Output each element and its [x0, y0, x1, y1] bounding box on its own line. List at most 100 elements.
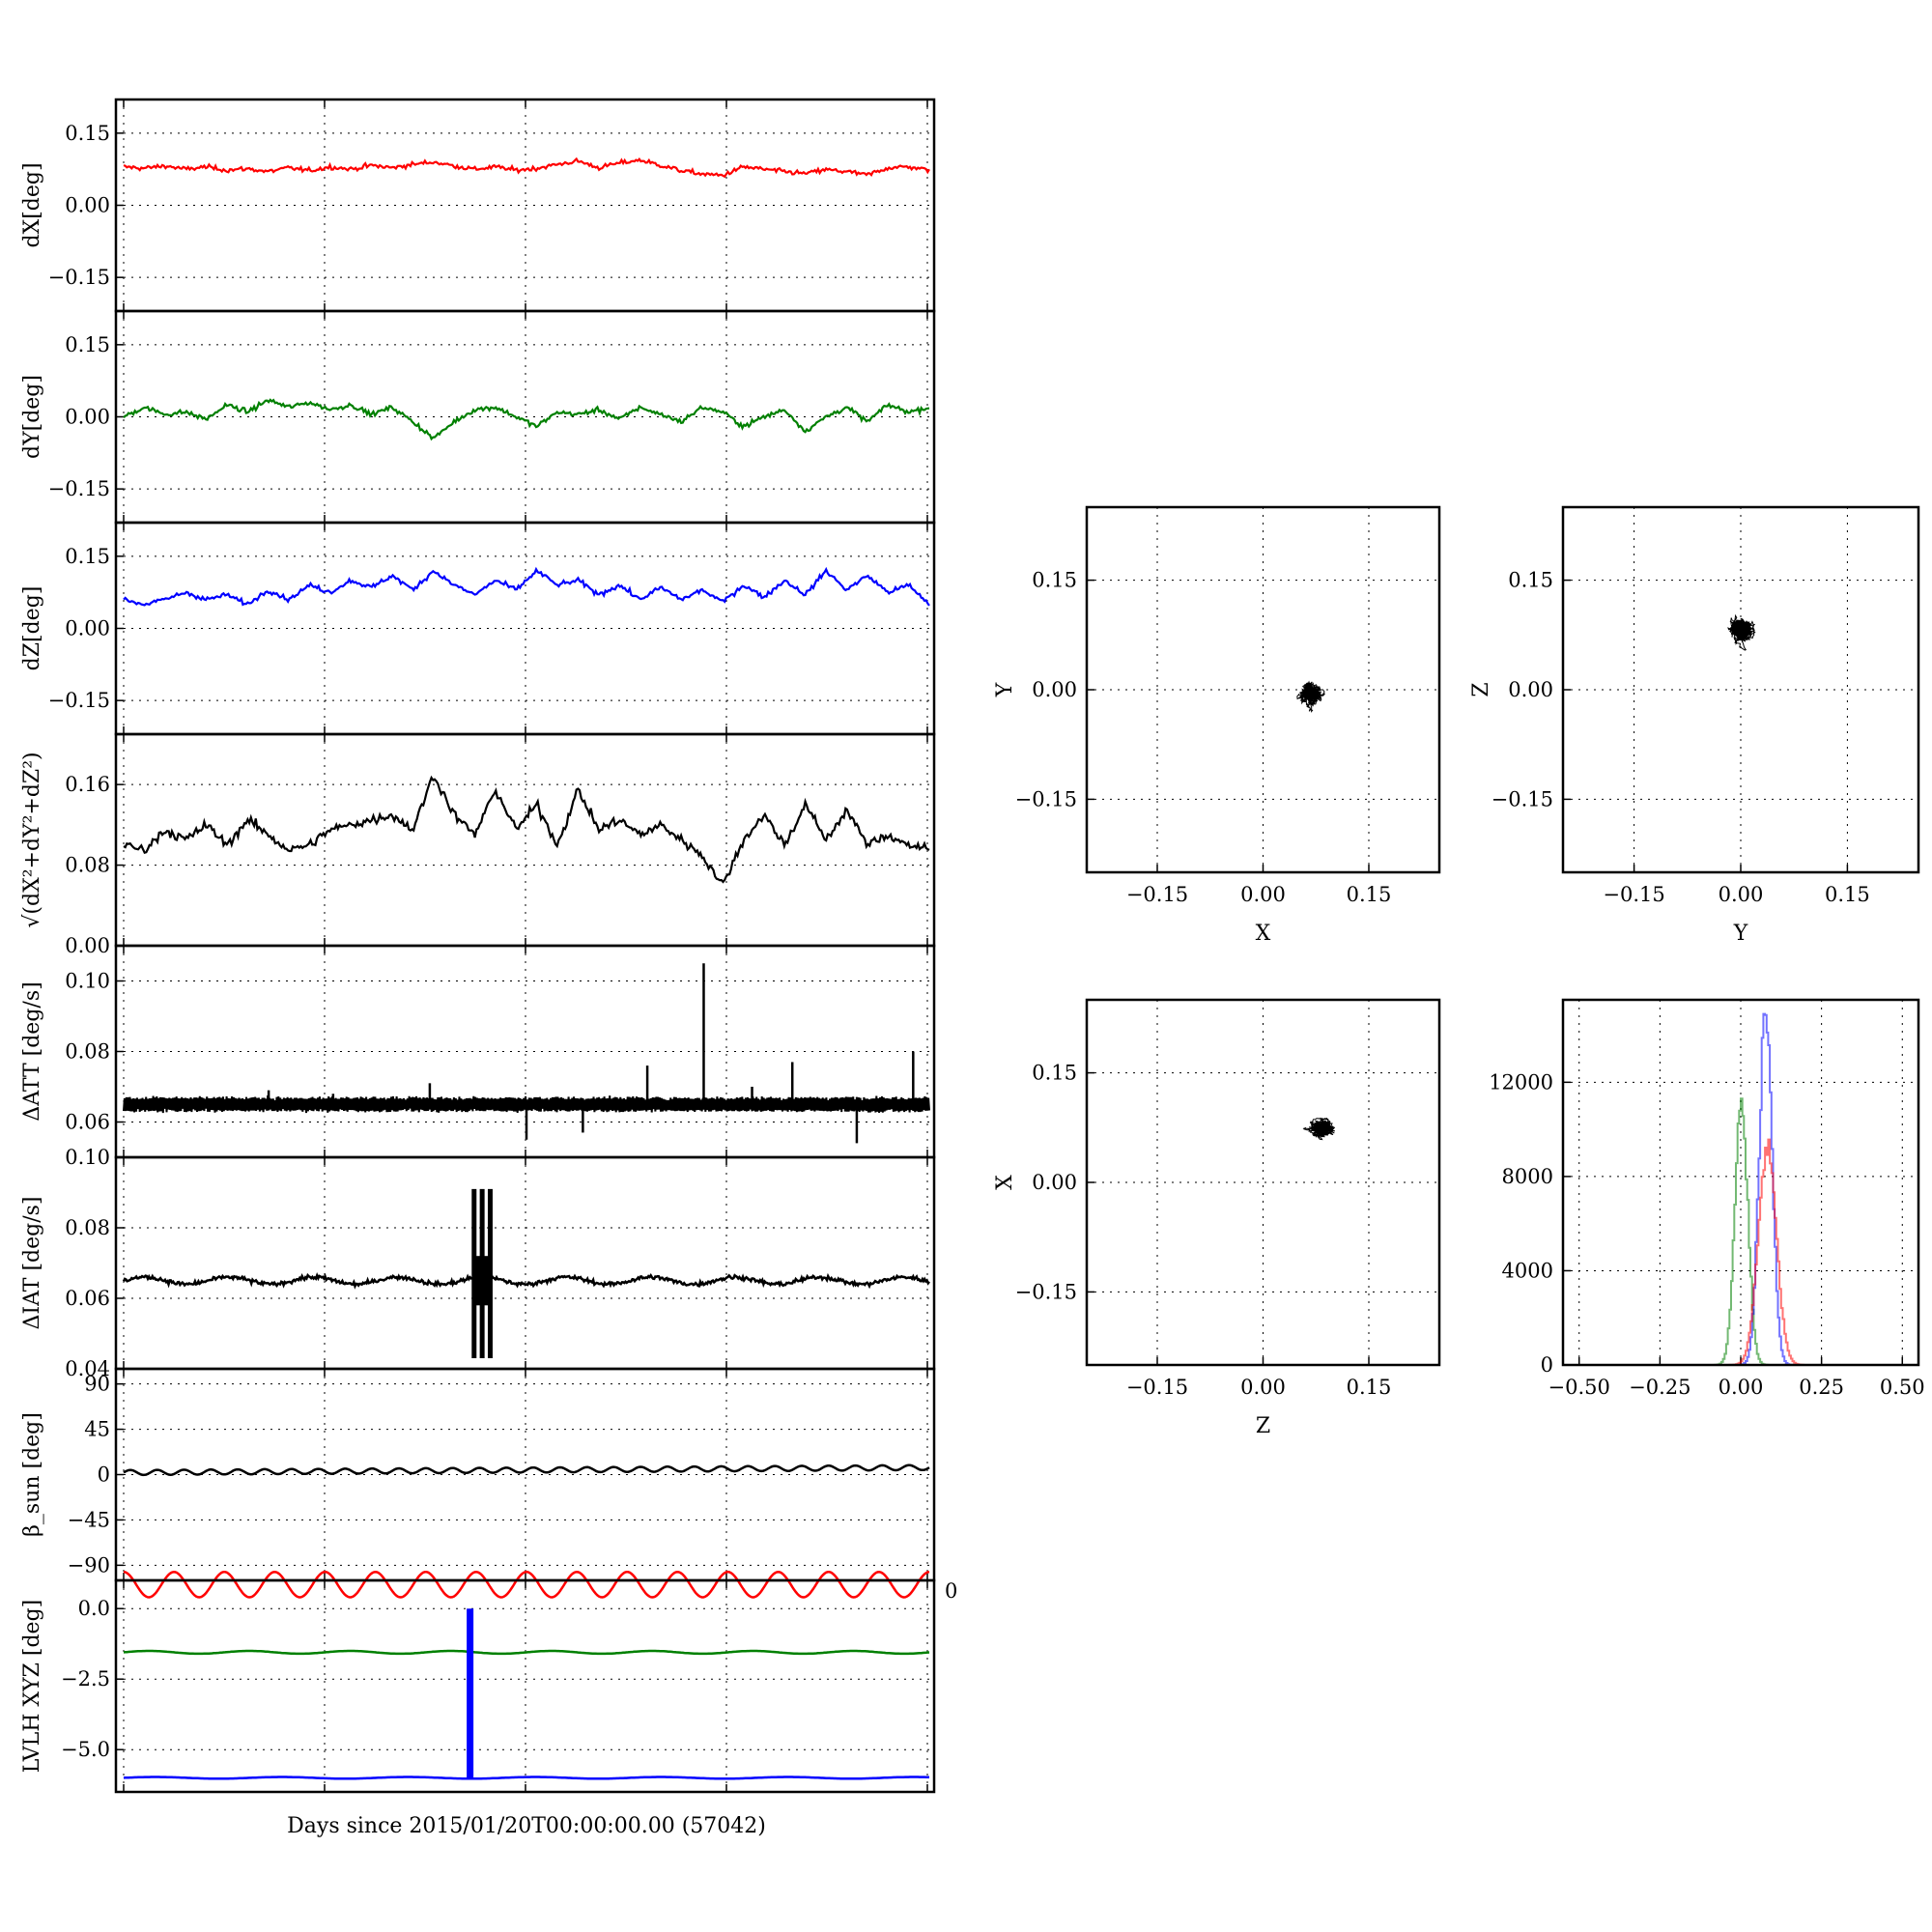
ytick-label: 0.15: [65, 333, 110, 356]
ytick-label: 0.16: [65, 773, 110, 796]
ytick-label: 90: [84, 1373, 110, 1396]
ylabel-dx: dX[deg]: [20, 162, 44, 247]
ylabel-zx: X: [993, 1175, 1017, 1190]
ytick-label: 0.15: [65, 122, 110, 145]
ytick-label: 0.0: [78, 1597, 110, 1620]
series-line-beta: [123, 1463, 930, 1477]
panel-frame: [1561, 505, 1920, 874]
histogram-series-1: [1563, 1012, 1918, 1366]
xtick-label: 0.00: [1719, 883, 1764, 906]
panel-diat: 0.04 0.06 0.08 0.10 ΔIAT [deg/s]: [20, 1146, 936, 1380]
series-line-diat: [122, 1272, 930, 1290]
series-line-dy: [123, 398, 930, 441]
xtick-label: 0.50: [1880, 1376, 1925, 1399]
ylabel-diat: ΔIAT [deg/s]: [20, 1197, 44, 1330]
stray-tick-label: 0: [945, 1579, 957, 1603]
panel-dy: −0.15 0.00 0.15 dY[deg]: [20, 309, 936, 525]
ytick-label: 0.06: [65, 1287, 110, 1310]
xtick-label: 0.00: [1240, 883, 1286, 906]
scatter-trace-zx: [1302, 1117, 1336, 1141]
xtick-label: −0.50: [1548, 1376, 1610, 1399]
ytick-label: 0.00: [65, 617, 110, 640]
ylabel-dz: dZ[deg]: [20, 586, 44, 671]
xtick-label: 0.25: [1799, 1376, 1844, 1399]
panel-datt: 0.06 0.08 0.10 ΔATT [deg/s]: [20, 944, 936, 1159]
ylabel-datt: ΔATT [deg/s]: [20, 981, 44, 1121]
ylabel-lvlh: LVLH XYZ [deg]: [20, 1600, 44, 1774]
xtick-label: 0.00: [1240, 1376, 1286, 1399]
ylabel-yz: Z: [1469, 682, 1493, 696]
panel-frame: [1085, 998, 1441, 1367]
xtick-label: 0.15: [1347, 883, 1392, 906]
xlabel-xy: X: [1256, 922, 1271, 946]
scatter-trace-yz: [1727, 613, 1756, 651]
ytick-label: −0.15: [1015, 787, 1077, 810]
panel-frame: [114, 1578, 936, 1794]
xtick-label: 0.15: [1347, 1376, 1392, 1399]
ytick-label: 0.10: [65, 1146, 110, 1169]
scatter-trace-xy: [1296, 680, 1325, 713]
ytick-label: −2.5: [61, 1667, 110, 1690]
series-line-dr: [123, 775, 930, 884]
ytick-label: 0.00: [65, 406, 110, 429]
ytick-label: 0.08: [65, 854, 110, 877]
xtick-label: −0.15: [1126, 883, 1188, 906]
panel-dr: 0.00 0.08 0.16 √(dX²+dY²+dZ²): [20, 732, 936, 957]
ytick-label: −0.15: [48, 477, 110, 500]
ytick-label: −45: [68, 1508, 110, 1531]
ytick-label: 0: [98, 1463, 110, 1487]
ytick-label: 0.00: [1508, 678, 1553, 701]
ylabel-dy: dY[deg]: [20, 375, 44, 459]
ytick-label: 0.00: [1032, 678, 1077, 701]
ytick-label: −5.0: [61, 1738, 110, 1761]
series-line-dx: [123, 156, 930, 179]
x-axis-label: Days since 2015/01/20T00:00:00.00 (57042…: [287, 1814, 766, 1838]
panel-frame: [1561, 998, 1920, 1367]
xlabel-zx: Z: [1256, 1414, 1270, 1438]
ytick-label: 4000: [1502, 1259, 1553, 1282]
ytick-label: 0.00: [1032, 1171, 1077, 1194]
ytick-label: 0.08: [65, 1216, 110, 1239]
ylabel-xy: Y: [993, 682, 1017, 697]
ylabel-beta: β_sun [deg]: [20, 1412, 44, 1537]
panel-dx: −0.15 0.00 0.15 dX[deg]: [20, 98, 936, 313]
series-line-lvlh-2: [123, 1776, 929, 1780]
ytick-label: −0.15: [48, 689, 110, 712]
ytick-label: −0.15: [48, 266, 110, 289]
panel-frame: [1085, 505, 1441, 874]
ytick-label: 0.06: [65, 1111, 110, 1134]
ytick-label: 0.15: [1508, 569, 1553, 592]
ytick-label: −0.15: [1492, 787, 1553, 810]
xlabel-yz: Y: [1733, 922, 1748, 946]
ytick-label: 45: [84, 1418, 110, 1441]
ytick-label: 0.00: [65, 194, 110, 217]
panel-lvlh: −5.0 −2.5 0.0 LVLH XYZ [deg]: [20, 1570, 936, 1794]
ytick-label: −90: [68, 1553, 110, 1577]
panel-beta: −90 −45 0 45 90 β_sun [deg]: [20, 1367, 936, 1582]
panel-xy: −0.15 −0.15 0.00 0.00 0.15 0.15 X Y: [993, 505, 1441, 946]
ytick-label: 0.15: [1032, 569, 1077, 592]
ytick-label: −0.15: [1015, 1280, 1077, 1303]
xtick-label: −0.15: [1603, 883, 1664, 906]
series-line-lvlh-0: [123, 1570, 930, 1599]
panel-hist: −0.50 −0.25 0.00 0.25 0.50 0 4000 8000 12000: [1489, 998, 1925, 1399]
ytick-label: 0.00: [65, 934, 110, 957]
panel-yz: −0.15 −0.15 0.00 0.00 0.15 0.15 Y Z: [1469, 505, 1920, 946]
ytick-label: 8000: [1502, 1165, 1553, 1188]
xtick-label: −0.15: [1126, 1376, 1188, 1399]
xtick-label: 0.15: [1825, 883, 1870, 906]
xtick-label: −0.25: [1629, 1376, 1690, 1399]
histogram-series-2: [1563, 1138, 1918, 1366]
panel-zx: −0.15 −0.15 0.00 0.00 0.15 0.15 Z X: [993, 998, 1441, 1438]
ytick-label: 0.08: [65, 1040, 110, 1064]
ytick-label: 0.15: [1032, 1062, 1077, 1085]
ytick-label: 0: [1541, 1353, 1553, 1377]
ytick-label: 0.15: [65, 545, 110, 568]
panel-dz: −0.15 0.00 0.15 dZ[deg]: [20, 521, 936, 736]
burst-block: [473, 1256, 491, 1306]
series-line-dz: [123, 566, 930, 607]
xtick-label: 0.00: [1719, 1376, 1764, 1399]
series-line-lvlh-1: [123, 1649, 930, 1656]
ytick-label: 12000: [1489, 1070, 1553, 1094]
